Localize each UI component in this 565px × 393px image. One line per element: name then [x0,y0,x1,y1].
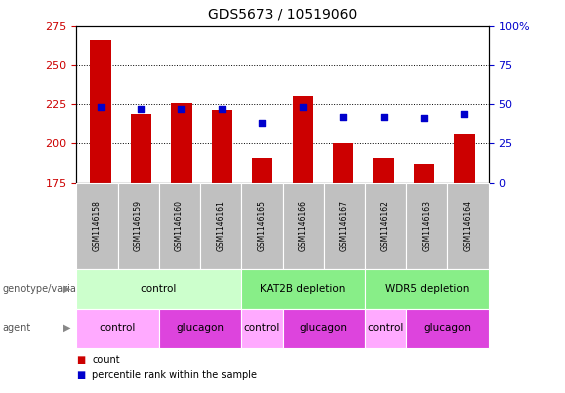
Text: genotype/variation: genotype/variation [3,284,95,294]
Text: WDR5 depletion: WDR5 depletion [385,284,469,294]
Text: GSM1146167: GSM1146167 [340,200,349,252]
Text: GSM1146165: GSM1146165 [258,200,266,252]
Point [460,110,469,117]
Text: KAT2B depletion: KAT2B depletion [260,284,346,294]
Bar [454,134,475,183]
Title: GDS5673 / 10519060: GDS5673 / 10519060 [208,7,357,22]
Bar [333,143,353,183]
Text: GSM1146166: GSM1146166 [299,200,307,252]
Text: GSM1146162: GSM1146162 [381,200,390,252]
Text: control: control [367,323,404,333]
Text: GSM1146160: GSM1146160 [175,200,184,252]
Text: GSM1146158: GSM1146158 [93,200,101,252]
Text: glucagon: glucagon [424,323,471,333]
Point [298,104,307,110]
Text: ■: ■ [76,370,85,380]
Text: GSM1146159: GSM1146159 [134,200,142,252]
Point [218,106,227,112]
Text: control: control [244,323,280,333]
Text: ▶: ▶ [63,284,71,294]
Text: ■: ■ [76,354,85,365]
Point [96,104,105,110]
Text: GSM1146163: GSM1146163 [423,200,431,252]
Text: percentile rank within the sample: percentile rank within the sample [92,370,257,380]
Text: glucagon: glucagon [176,323,224,333]
Bar [90,40,111,183]
Point [379,114,388,120]
Point [137,106,146,112]
Point [338,114,347,120]
Bar [171,103,192,183]
Text: GSM1146164: GSM1146164 [464,200,472,252]
Bar [252,158,272,183]
Bar [293,96,313,183]
Point [419,115,428,121]
Bar [373,158,394,183]
Bar [131,114,151,183]
Text: GSM1146161: GSM1146161 [216,200,225,252]
Point [258,120,267,126]
Bar [212,110,232,183]
Text: glucagon: glucagon [300,323,347,333]
Text: control: control [99,323,136,333]
Text: ▶: ▶ [63,323,71,333]
Text: count: count [92,354,120,365]
Bar [414,164,434,183]
Text: agent: agent [3,323,31,333]
Text: control: control [141,284,177,294]
Point [177,106,186,112]
